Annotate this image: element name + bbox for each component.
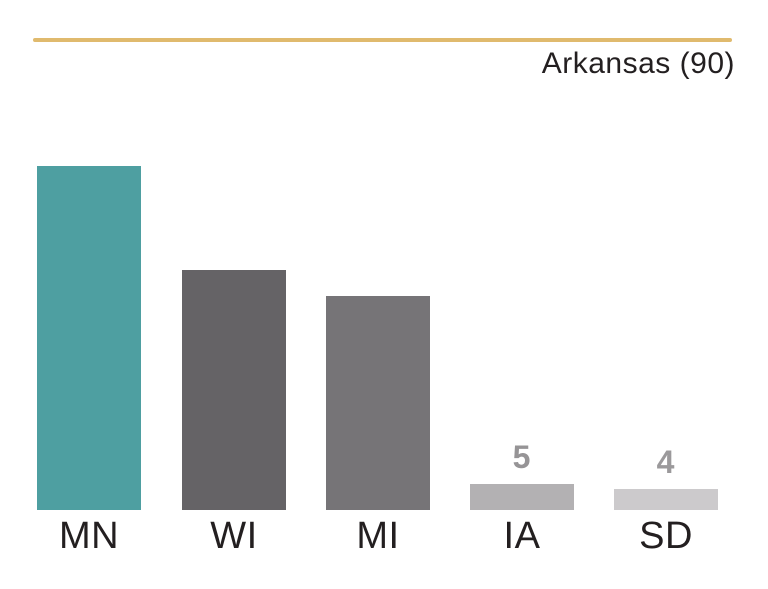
bar-group-ia: 5 xyxy=(470,0,574,510)
bar-mi xyxy=(326,296,430,510)
chart-title: Arkansas (90) xyxy=(541,47,735,80)
category-label-mi: MI xyxy=(356,515,400,557)
bar-mn xyxy=(37,166,141,510)
bar-group-sd: 4 xyxy=(614,0,718,510)
top-divider-line xyxy=(33,38,732,42)
category-label-wi: WI xyxy=(210,515,258,557)
category-label-sd: SD xyxy=(639,515,693,557)
bar-group-mi: 41 xyxy=(326,0,430,510)
bar-ia xyxy=(470,484,574,510)
bar-group-wi: 46 xyxy=(182,0,286,510)
category-label-mn: MN xyxy=(58,515,120,557)
bar-value-label: 4 xyxy=(656,444,676,480)
bar-group-mn: 66 xyxy=(37,0,141,510)
bar-wi xyxy=(182,270,286,510)
bar-sd xyxy=(614,489,718,510)
category-label-ia: IA xyxy=(503,515,541,557)
bar-value-label: 5 xyxy=(512,439,532,475)
